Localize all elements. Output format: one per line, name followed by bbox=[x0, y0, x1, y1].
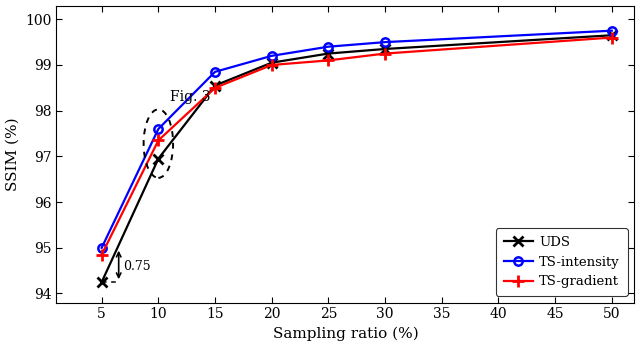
UDS bbox=[324, 51, 332, 56]
TS-intensity bbox=[608, 28, 616, 33]
Line: TS-gradient: TS-gradient bbox=[95, 31, 618, 261]
Line: UDS: UDS bbox=[97, 31, 616, 287]
Text: Fig. 3: Fig. 3 bbox=[170, 90, 210, 104]
TS-gradient bbox=[154, 138, 162, 143]
Line: TS-intensity: TS-intensity bbox=[97, 26, 616, 252]
TS-gradient bbox=[211, 86, 219, 90]
TS-intensity bbox=[98, 246, 106, 250]
Text: 0.75: 0.75 bbox=[124, 260, 151, 273]
TS-gradient bbox=[98, 253, 106, 257]
TS-gradient bbox=[324, 58, 332, 62]
UDS bbox=[381, 47, 389, 51]
TS-intensity bbox=[268, 54, 276, 58]
TS-intensity bbox=[381, 40, 389, 44]
X-axis label: Sampling ratio (%): Sampling ratio (%) bbox=[273, 327, 419, 341]
TS-gradient bbox=[381, 51, 389, 56]
TS-gradient bbox=[268, 63, 276, 67]
TS-intensity bbox=[324, 45, 332, 49]
Y-axis label: SSIM (%): SSIM (%) bbox=[6, 117, 20, 191]
Legend: UDS, TS-intensity, TS-gradient: UDS, TS-intensity, TS-gradient bbox=[495, 228, 628, 296]
TS-gradient bbox=[608, 35, 616, 40]
UDS bbox=[154, 156, 162, 161]
TS-intensity bbox=[211, 70, 219, 74]
UDS bbox=[211, 84, 219, 88]
UDS bbox=[268, 61, 276, 65]
TS-intensity bbox=[154, 127, 162, 131]
UDS bbox=[98, 280, 106, 284]
UDS bbox=[608, 33, 616, 37]
